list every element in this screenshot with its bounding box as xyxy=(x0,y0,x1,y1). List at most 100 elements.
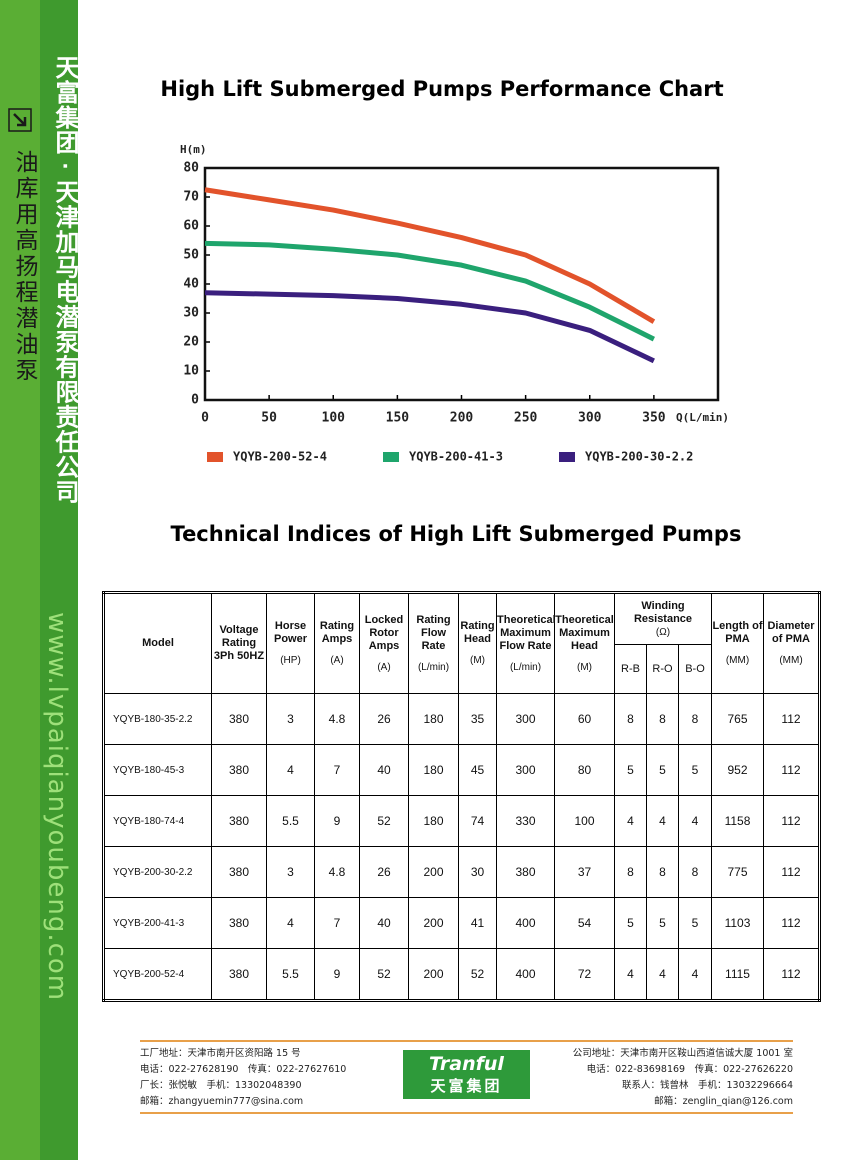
column-header: Winding Resistance (Ω) xyxy=(614,592,712,645)
table-cell: 26 xyxy=(359,846,409,898)
footer-line: 邮箱：zenglin_qian@126.com xyxy=(654,1096,793,1107)
table-cell: 4 xyxy=(678,948,712,1001)
table-cell: 37 xyxy=(554,846,615,898)
x-tick-label: 150 xyxy=(386,411,410,426)
footer-line: 公司地址：天津市南开区鞍山西道信诚大厦 1001 室 xyxy=(572,1048,793,1059)
header-unit: (MM) xyxy=(779,655,803,666)
column-header: Voltage Rating 3Ph 50HZ xyxy=(211,592,267,694)
table-row: YQYB-180-74-4 380 5.5 9 52 180 74 330 100 4 4 4 1158… xyxy=(103,795,820,847)
header-name: Horse Power xyxy=(273,620,307,645)
footer-right: 公司地址：天津市南开区鞍山西道信诚大厦 1001 室 电话：022-836981… xyxy=(573,1046,793,1110)
column-header: Length of PMA (MM) xyxy=(711,592,764,694)
table-row: YQYB-200-30-2.2 380 3 4.8 26 200 30 380 37 8 8 8 775… xyxy=(103,846,820,898)
column-header: Horse Power (HP) xyxy=(266,592,315,694)
header-name: Theoretical Maximum Head xyxy=(555,613,614,652)
legend-swatch xyxy=(383,452,399,462)
column-header: Rating Flow Rate (L/min) xyxy=(408,592,459,694)
table-cell: 180 xyxy=(408,744,459,796)
table-cell: 380 xyxy=(211,795,267,847)
table-cell: 80 xyxy=(554,744,615,796)
table-cell: 9 xyxy=(314,795,360,847)
logo: Tranful 天富集团 xyxy=(403,1050,530,1099)
table-cell: 52 xyxy=(458,948,497,1001)
table-cell: 380 xyxy=(211,693,267,745)
series-line xyxy=(204,240,655,342)
table-cell: 765 xyxy=(711,693,764,745)
table-cell: 112 xyxy=(763,948,820,1001)
table-cell: 4.8 xyxy=(314,846,360,898)
table-cell: 400 xyxy=(496,897,555,949)
header-unit: (M) xyxy=(577,661,592,673)
table-cell: 112 xyxy=(763,795,820,847)
y-tick-label: 80 xyxy=(183,161,199,176)
plot-frame xyxy=(203,166,720,402)
table-cell: 4 xyxy=(266,897,315,949)
header-name: Theoretical Maximum Flow Rate xyxy=(497,613,556,652)
model-cell: YQYB-180-74-4 xyxy=(103,795,212,847)
x-tick-label: 300 xyxy=(578,411,602,426)
table-cell: 775 xyxy=(711,846,764,898)
header-name: Winding Resistance xyxy=(633,599,693,625)
table-cell: 5 xyxy=(678,744,712,796)
model-cell: YQYB-200-30-2.2 xyxy=(103,846,212,898)
model-cell: YQYB-180-45-3 xyxy=(103,744,212,796)
table-cell: 52 xyxy=(359,795,409,847)
header-row: R-B R-O B-O xyxy=(104,644,820,694)
sidebar-product: 油库用高扬程潜油泵 xyxy=(12,150,38,384)
table-cell: 330 xyxy=(496,795,555,847)
x-tick-label: 50 xyxy=(261,411,277,426)
table-cell: 5 xyxy=(646,897,679,949)
footer-line: 电话：022-27628190 传真：022-27627610 xyxy=(140,1064,347,1075)
footer-line: 联系人：钱曾林 手机：13032296664 xyxy=(622,1080,793,1091)
logo-brand: Tranful xyxy=(429,1053,504,1075)
sub-header: R-B xyxy=(614,644,647,694)
chart-title: High Lift Submerged Pumps Performance Ch… xyxy=(160,77,724,101)
table-cell: 4 xyxy=(678,795,712,847)
y-tick-label: 30 xyxy=(183,306,199,321)
table-cell: 4 xyxy=(646,948,679,1001)
table-title: Technical Indices of High Lift Submerged… xyxy=(170,522,742,546)
table-row: YQYB-180-35-2.2 380 3 4.8 26 180 35 300 60 8 8 8 765… xyxy=(103,693,820,745)
table-cell: 380 xyxy=(211,846,267,898)
sub-header: R-O xyxy=(646,644,679,694)
table-cell: 26 xyxy=(359,693,409,745)
column-header: Model xyxy=(103,592,212,694)
column-header: Theoretical Maximum Head (M) xyxy=(554,592,615,694)
table-cell: 200 xyxy=(408,846,459,898)
table-row: YQYB-200-41-3 380 4 7 40 200 41 400 54 5 5 5 1103 112 xyxy=(103,897,820,949)
table-head: Model Voltage Rating 3Ph 50HZ Horse Power (… xyxy=(103,592,820,694)
sidebar-website: www.lvpaiqianyoubeng.com xyxy=(42,612,72,1002)
header-name: Model xyxy=(142,637,174,649)
spec-table: Model Voltage Rating 3Ph 50HZ Horse Power (… xyxy=(102,591,821,1002)
header-name: Length of PMA xyxy=(712,620,763,645)
sidebar-title: 天富集团 · 天津加马电潜泵有限责任公司 xyxy=(51,55,78,505)
table-cell: 180 xyxy=(408,693,459,745)
table-cell: 7 xyxy=(314,744,360,796)
table-cell: 8 xyxy=(678,846,712,898)
table-cell: 8 xyxy=(614,846,647,898)
header-unit: (L/min) xyxy=(417,661,450,673)
x-tick-label: 250 xyxy=(514,411,538,426)
footer: 工厂地址：天津市南开区资阳路 15 号 电话：022-27628190 传真：0… xyxy=(140,1040,793,1114)
y-tick-label: 60 xyxy=(183,219,199,234)
table-cell: 180 xyxy=(408,795,459,847)
table-cell: 380 xyxy=(211,744,267,796)
sub-header: B-O xyxy=(678,644,712,694)
legend-swatch xyxy=(207,452,223,462)
footer-line: 邮箱：zhangyuemin777@sina.com xyxy=(140,1096,304,1107)
table-cell: 5 xyxy=(678,897,712,949)
table-cell: 112 xyxy=(763,897,820,949)
table-cell: 35 xyxy=(458,693,497,745)
header-name: Locked Rotor Amps xyxy=(364,613,404,652)
header-name: Rating Flow Rate xyxy=(416,613,451,652)
table-cell: 74 xyxy=(458,795,497,847)
table-cell: 100 xyxy=(554,795,615,847)
table-cell: 8 xyxy=(646,693,679,745)
y-tick-label: 50 xyxy=(183,248,199,263)
model-cell: YQYB-200-41-3 xyxy=(103,897,212,949)
table-cell: 5 xyxy=(646,744,679,796)
legend-label: YQYB-200-30-2.2 xyxy=(585,450,693,464)
header-unit: (A) xyxy=(330,655,344,666)
header-name: Voltage Rating 3Ph 50HZ xyxy=(213,624,265,662)
